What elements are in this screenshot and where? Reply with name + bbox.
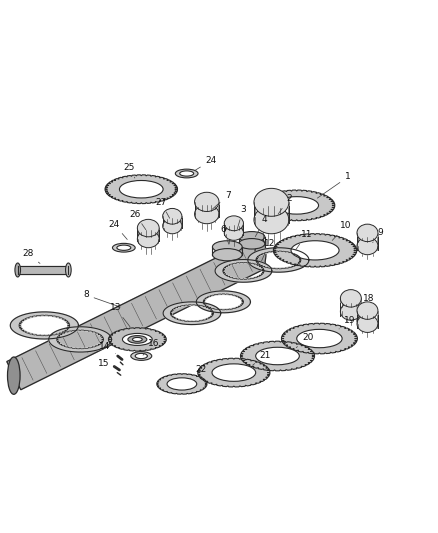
Text: 14: 14	[99, 342, 115, 353]
Text: 3: 3	[237, 205, 246, 229]
Ellipse shape	[340, 289, 361, 307]
Ellipse shape	[357, 302, 378, 319]
Ellipse shape	[239, 231, 265, 242]
Text: 15: 15	[98, 359, 115, 368]
Polygon shape	[107, 176, 175, 203]
Polygon shape	[284, 324, 355, 353]
Ellipse shape	[194, 192, 219, 212]
Polygon shape	[158, 374, 205, 393]
Polygon shape	[163, 302, 221, 325]
Ellipse shape	[7, 357, 20, 394]
Ellipse shape	[340, 303, 361, 320]
Text: 18: 18	[357, 294, 374, 308]
Polygon shape	[7, 239, 268, 390]
Ellipse shape	[138, 230, 159, 248]
Ellipse shape	[123, 334, 152, 345]
Ellipse shape	[357, 224, 378, 241]
Text: 7: 7	[212, 191, 231, 209]
Ellipse shape	[212, 241, 242, 253]
Text: 1: 1	[318, 173, 351, 198]
Text: 9: 9	[373, 228, 383, 243]
Ellipse shape	[167, 378, 197, 390]
Ellipse shape	[256, 348, 299, 365]
Ellipse shape	[132, 337, 142, 341]
Ellipse shape	[357, 237, 378, 255]
Ellipse shape	[291, 241, 339, 260]
Text: 26: 26	[130, 209, 146, 230]
Ellipse shape	[113, 244, 135, 252]
Text: 22: 22	[190, 365, 206, 379]
Ellipse shape	[239, 239, 265, 249]
Ellipse shape	[212, 248, 242, 261]
Polygon shape	[215, 260, 272, 282]
Text: 10: 10	[332, 221, 351, 240]
Ellipse shape	[180, 171, 194, 176]
Text: 6: 6	[220, 225, 229, 244]
Ellipse shape	[212, 364, 256, 381]
Polygon shape	[200, 359, 268, 386]
Ellipse shape	[117, 245, 131, 251]
Text: 21: 21	[253, 351, 271, 365]
Text: 25: 25	[124, 163, 135, 178]
Text: 28: 28	[22, 249, 40, 263]
Text: 19: 19	[339, 316, 356, 329]
Ellipse shape	[162, 218, 182, 234]
Ellipse shape	[128, 336, 147, 343]
Ellipse shape	[254, 206, 289, 234]
Ellipse shape	[138, 220, 159, 237]
Ellipse shape	[120, 181, 163, 198]
Ellipse shape	[255, 238, 266, 269]
Ellipse shape	[175, 169, 198, 178]
Text: 13: 13	[110, 303, 130, 327]
Text: 24: 24	[195, 156, 217, 170]
Text: 8: 8	[83, 290, 120, 307]
Text: 24: 24	[109, 220, 127, 239]
Polygon shape	[243, 342, 312, 370]
Ellipse shape	[135, 353, 148, 359]
Polygon shape	[261, 191, 332, 220]
Ellipse shape	[224, 225, 244, 240]
Ellipse shape	[357, 315, 378, 333]
Ellipse shape	[194, 205, 219, 224]
Polygon shape	[18, 266, 68, 274]
Ellipse shape	[162, 208, 182, 224]
Text: 4: 4	[255, 215, 268, 237]
Ellipse shape	[275, 197, 318, 214]
Ellipse shape	[254, 188, 289, 216]
Polygon shape	[110, 328, 164, 350]
Text: 27: 27	[155, 198, 170, 218]
Text: 11: 11	[296, 230, 312, 250]
Polygon shape	[196, 291, 251, 313]
Ellipse shape	[15, 263, 21, 277]
Ellipse shape	[224, 216, 244, 231]
Text: 2: 2	[278, 195, 292, 214]
Polygon shape	[248, 248, 309, 272]
Ellipse shape	[66, 263, 71, 277]
Polygon shape	[276, 235, 354, 266]
Polygon shape	[11, 312, 78, 339]
Polygon shape	[49, 327, 112, 352]
Ellipse shape	[131, 352, 152, 360]
Text: 12: 12	[261, 239, 275, 261]
Ellipse shape	[297, 329, 342, 348]
Text: 20: 20	[296, 333, 314, 348]
Text: 16: 16	[143, 340, 159, 355]
